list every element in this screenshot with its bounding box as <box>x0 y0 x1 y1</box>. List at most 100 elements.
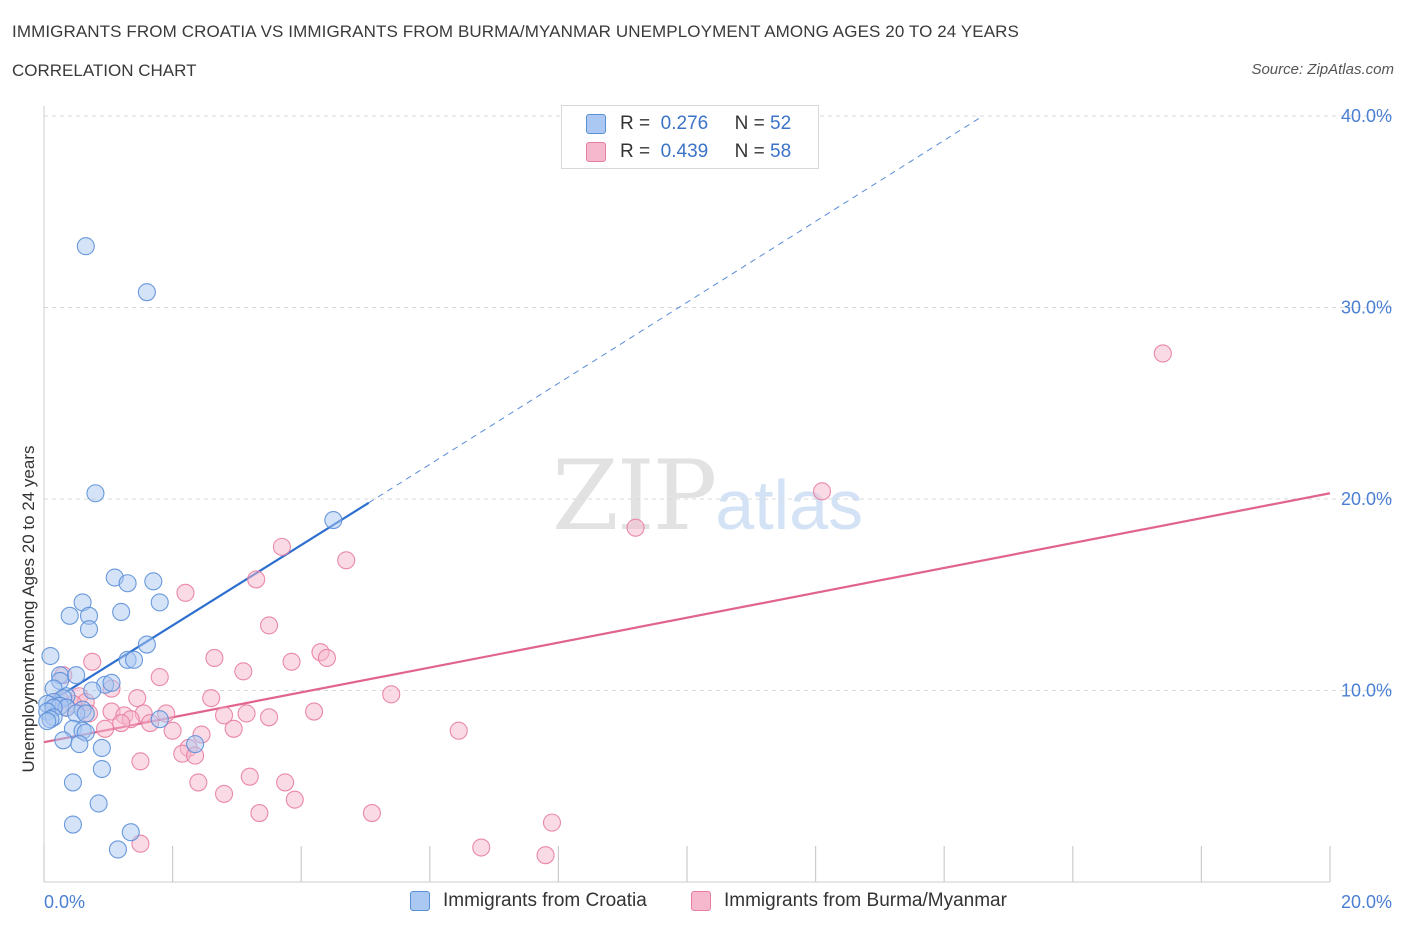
burma-point <box>812 482 832 501</box>
burma-swatch <box>586 142 606 162</box>
series-legend: Immigrants from Croatia Immigrants from … <box>0 890 1406 914</box>
legend-n-value: 52 <box>770 113 792 134</box>
legend-n-value: 58 <box>770 141 792 162</box>
legend-r-value: 0.439 <box>660 141 709 162</box>
y-tick-label: 10.0% <box>1341 681 1392 701</box>
croatia-point <box>79 620 99 639</box>
y-tick-label: 40.0% <box>1341 106 1392 126</box>
burma-point <box>112 714 131 733</box>
burma-point <box>131 752 150 771</box>
chart-title: IMMIGRANTS FROM CROATIA VS IMMIGRANTS FR… <box>12 22 1019 41</box>
data-points <box>38 237 1172 865</box>
burma-point <box>317 648 336 667</box>
burma-point <box>247 570 266 589</box>
burma-point <box>272 537 291 556</box>
burma-point <box>96 719 115 738</box>
legend-n-label: N = <box>734 113 765 134</box>
croatia-point <box>83 681 102 700</box>
burma-point <box>542 813 562 832</box>
burma-point <box>234 662 253 681</box>
burma-point <box>305 702 324 721</box>
legend-row-burma: R = 0.439 N = 58 <box>586 140 791 164</box>
burma-point <box>202 689 221 708</box>
x-tick-label: 0.0% <box>44 892 85 912</box>
axes <box>43 106 1331 883</box>
croatia-legend-swatch <box>410 891 430 911</box>
burma-point <box>626 518 645 537</box>
croatia-trendline <box>368 115 984 504</box>
tick-labels: 10.0% 20.0% 30.0% 40.0% 0.0% 20.0% Unemploymen… <box>19 106 1392 912</box>
croatia-point <box>76 704 95 723</box>
croatia-point <box>102 673 121 692</box>
croatia-point <box>41 646 60 666</box>
croatia-point <box>76 237 95 256</box>
legend-row-croatia: R = 0.276 N = 52 <box>586 112 791 136</box>
croatia-point <box>67 666 86 685</box>
chart-subtitle: CORRELATION CHART <box>12 61 197 80</box>
burma-point <box>214 706 234 725</box>
series-legend-croatia[interactable]: Immigrants from Croatia <box>410 890 647 912</box>
burma-point <box>240 767 259 786</box>
croatia-point <box>118 574 137 593</box>
burma-point <box>382 685 401 704</box>
legend-r-label: R = <box>620 113 651 134</box>
burma-point <box>536 846 555 865</box>
burma-point <box>362 804 381 823</box>
croatia-point <box>70 735 89 754</box>
burma-point <box>276 773 295 792</box>
series-legend-croatia-label: Immigrants from Croatia <box>443 890 647 911</box>
burma-point <box>150 668 169 687</box>
burma-point <box>83 652 102 671</box>
zipatlas-watermark: ZIPatlas <box>552 440 863 552</box>
legend-n-label: N = <box>734 141 765 162</box>
burma-point <box>259 616 279 635</box>
croatia-point <box>108 840 127 859</box>
croatia-point <box>137 283 156 302</box>
croatia-point <box>92 759 111 779</box>
burma-point <box>472 838 491 857</box>
burma-point <box>128 689 147 708</box>
legend-r-value: 0.276 <box>660 113 709 134</box>
croatia-trendline <box>43 501 370 707</box>
croatia-point <box>324 511 343 530</box>
burma-point <box>205 648 224 667</box>
burma-point <box>282 652 301 671</box>
croatia-point <box>150 710 169 729</box>
croatia-point <box>63 815 82 834</box>
croatia-point <box>121 823 140 842</box>
croatia-swatch <box>586 114 606 134</box>
series-legend-burma[interactable]: Immigrants from Burma/Myanmar <box>691 890 1007 912</box>
croatia-point <box>186 735 205 754</box>
burma-point <box>285 790 304 809</box>
croatia-point <box>150 593 169 612</box>
croatia-point <box>112 602 131 622</box>
burma-point <box>176 583 195 602</box>
correlation-legend: R = 0.276 N = 52 R = 0.439 N = 58 <box>561 105 819 169</box>
y-tick-label: 30.0% <box>1341 298 1392 318</box>
croatia-point <box>38 712 57 731</box>
legend-r-label: R = <box>620 141 651 162</box>
croatia-point <box>124 650 144 669</box>
y-tick-label: 20.0% <box>1341 489 1392 509</box>
series-legend-burma-label: Immigrants from Burma/Myanmar <box>724 890 1007 911</box>
x-tick-label: 20.0% <box>1341 892 1392 912</box>
source-credit: Source: ZipAtlas.com <box>1251 61 1394 78</box>
trend-lines <box>43 115 1331 744</box>
burma-point <box>163 721 182 740</box>
burma-point <box>214 784 234 803</box>
croatia-point <box>60 606 79 625</box>
burma-point <box>1153 344 1172 363</box>
croatia-point <box>89 794 108 813</box>
croatia-point <box>137 635 156 654</box>
burma-point <box>259 708 279 727</box>
croatia-point <box>86 484 105 503</box>
y-axis-title: Unemployment Among Ages 20 to 24 years <box>19 446 38 773</box>
croatia-point <box>63 773 82 792</box>
croatia-point <box>92 738 111 758</box>
croatia-point <box>54 731 73 750</box>
burma-point <box>224 719 243 738</box>
watermark-atlas: atlas <box>715 466 864 544</box>
croatia-point <box>144 572 163 591</box>
burma-point <box>189 773 208 792</box>
